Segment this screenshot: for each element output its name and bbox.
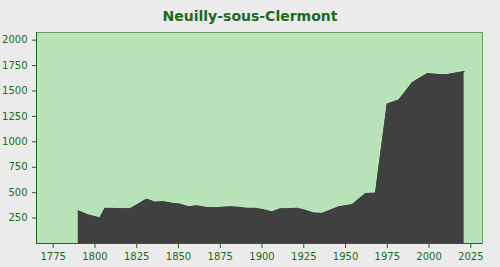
svg-text:1975: 1975 — [375, 251, 400, 262]
svg-text:1000: 1000 — [2, 136, 27, 147]
svg-text:1800: 1800 — [82, 251, 107, 262]
svg-text:2000: 2000 — [2, 34, 27, 45]
svg-text:1775: 1775 — [40, 251, 65, 262]
svg-text:750: 750 — [8, 161, 27, 172]
svg-text:1875: 1875 — [208, 251, 233, 262]
svg-text:1825: 1825 — [124, 251, 149, 262]
svg-text:1250: 1250 — [2, 111, 27, 122]
svg-text:1750: 1750 — [2, 60, 27, 71]
svg-text:1900: 1900 — [249, 251, 274, 262]
svg-text:1500: 1500 — [2, 85, 27, 96]
svg-text:250: 250 — [8, 212, 27, 223]
svg-text:2000: 2000 — [416, 251, 441, 262]
svg-text:1925: 1925 — [291, 251, 316, 262]
svg-text:1850: 1850 — [166, 251, 191, 262]
svg-text:1950: 1950 — [333, 251, 358, 262]
html-text:Neuilly-sous-Clermont: Neuilly-sous-Clermont — [162, 8, 338, 24]
svg-text:2025: 2025 — [458, 251, 483, 262]
svg-text:500: 500 — [8, 187, 27, 198]
